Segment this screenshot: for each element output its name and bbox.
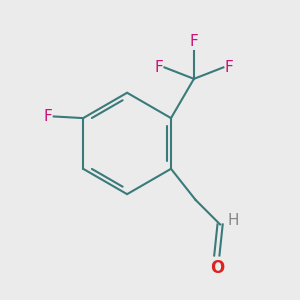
Text: H: H xyxy=(227,213,239,228)
Text: F: F xyxy=(190,34,198,50)
Text: O: O xyxy=(210,260,224,278)
Text: F: F xyxy=(154,60,163,75)
Text: F: F xyxy=(225,60,234,75)
Text: F: F xyxy=(44,109,52,124)
